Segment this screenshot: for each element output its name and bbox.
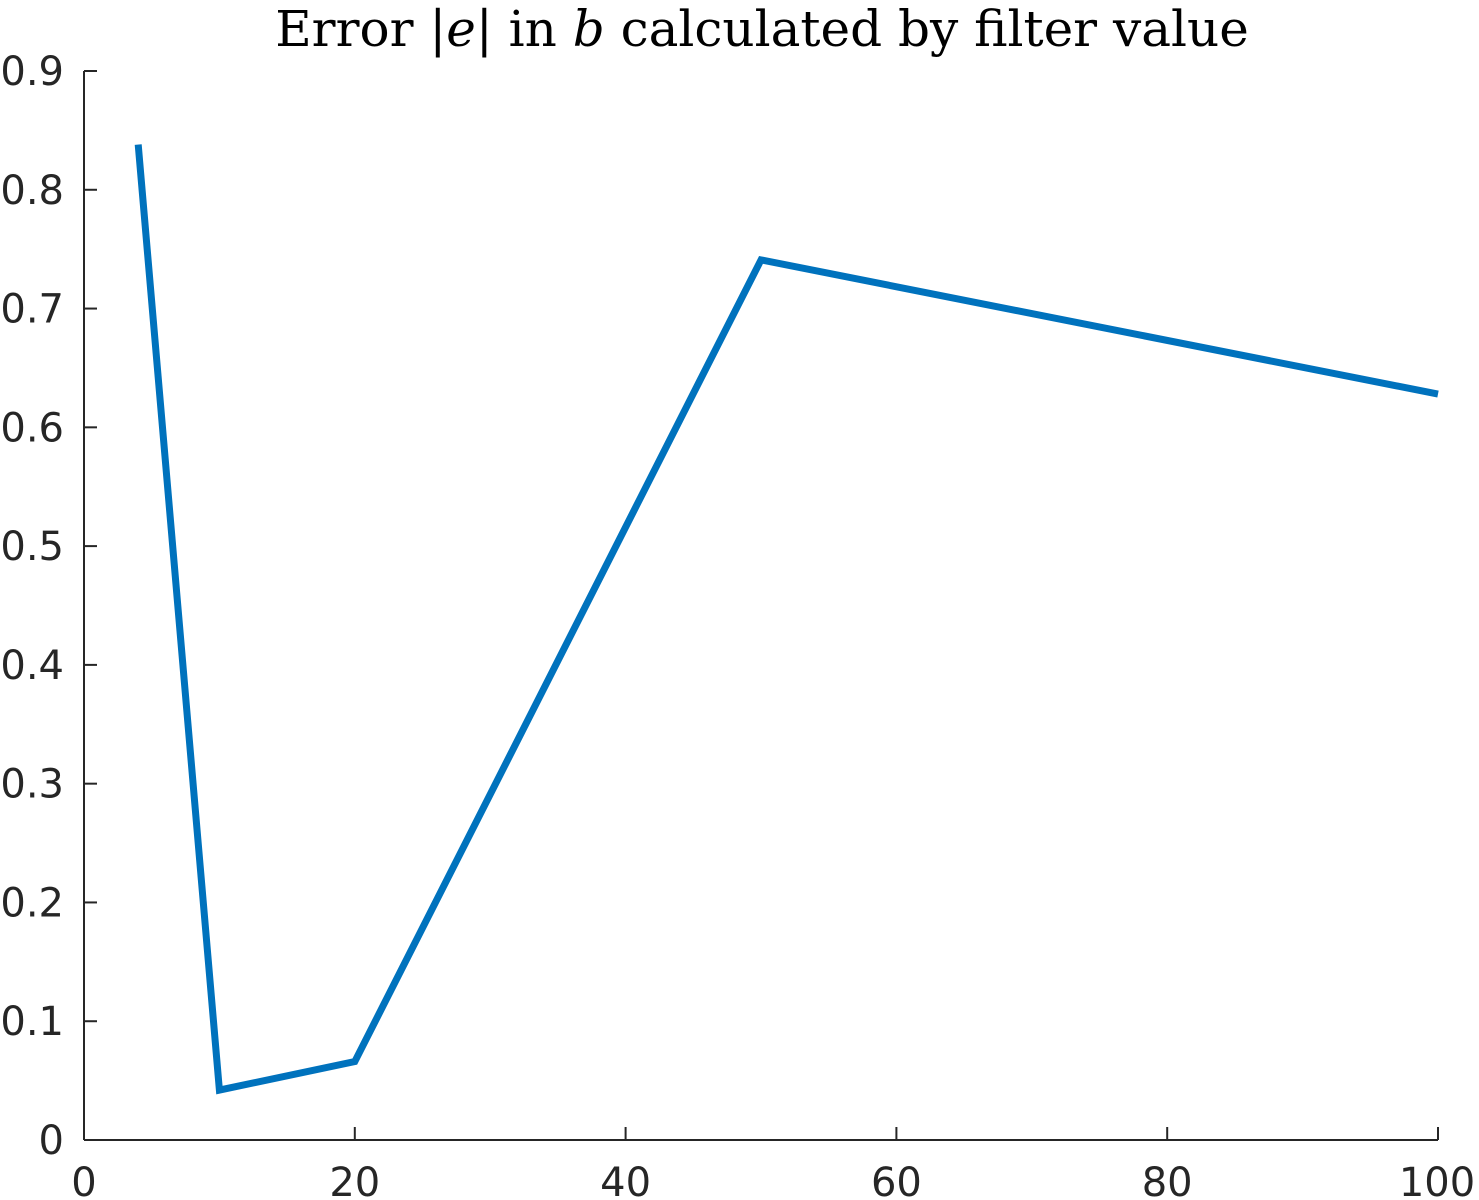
axes — [83, 71, 1438, 1141]
x-tick-label: 0 — [71, 1160, 96, 1200]
chart-title-part: Error — [275, 0, 429, 58]
x-tick-label: 100 — [1399, 1160, 1475, 1200]
y-tick-label: 0.7 — [0, 287, 64, 333]
y-tick-label: 0.3 — [0, 762, 64, 808]
chart-title-part: calculated by filter value — [605, 0, 1249, 58]
series-layer — [134, 144, 1439, 1095]
y-tick-label: 0.6 — [0, 405, 64, 451]
chart-title-part: e — [446, 0, 476, 58]
y-tick-label: 0.4 — [0, 643, 64, 689]
y-tick-label: 0.5 — [0, 524, 64, 570]
chart-title-part: in — [493, 0, 573, 58]
y-tick-label: 0.1 — [0, 999, 64, 1045]
x-tick-label: 60 — [871, 1160, 922, 1200]
x-tick-label: 20 — [329, 1160, 380, 1200]
x-tick-label: 80 — [1142, 1160, 1193, 1200]
chart-title: Error |e| in b calculated by filter valu… — [275, 0, 1249, 58]
chart-title-part: | — [476, 0, 493, 58]
chart-title-part: b — [573, 0, 605, 58]
y-tick-label: 0 — [39, 1118, 64, 1164]
y-tick-label: 0.2 — [0, 880, 64, 926]
y-tick-label: 0.8 — [0, 168, 64, 214]
y-tick-label: 0.9 — [0, 49, 64, 95]
chart-title-part: | — [429, 0, 446, 58]
x-tick-label: 40 — [600, 1160, 651, 1200]
ticks-layer: 0 20 40 60 80 100 0 0.1 0.2 0.3 0.4 0.5 0.6 0.7 0.8 0.9 — [0, 49, 1475, 1200]
series-line — [134, 144, 1439, 1095]
